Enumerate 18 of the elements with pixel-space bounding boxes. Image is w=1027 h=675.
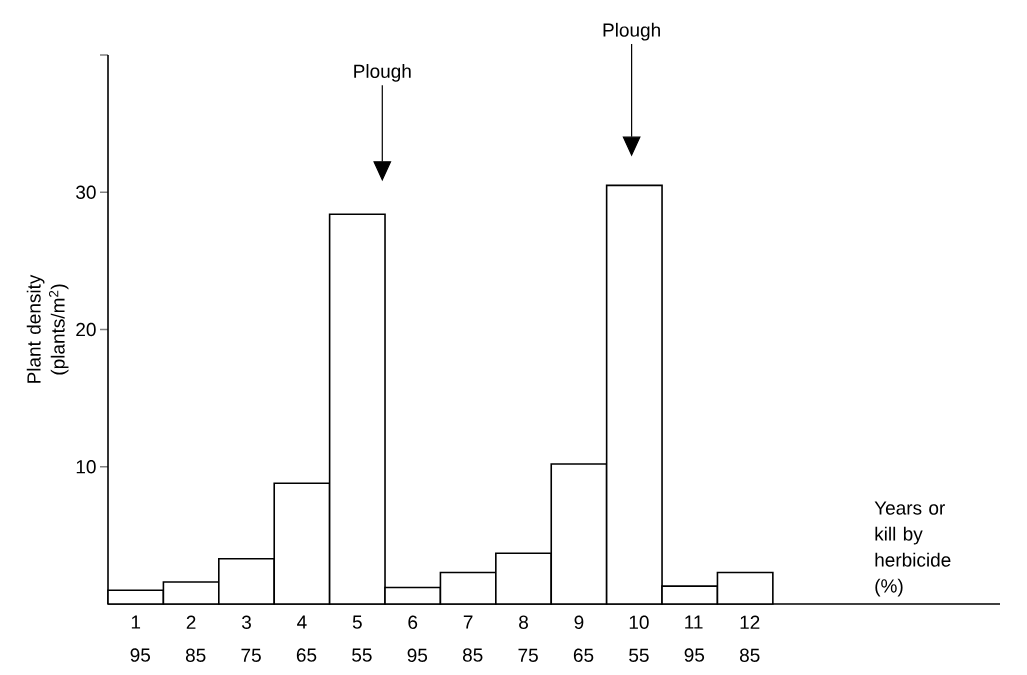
text: Plough xyxy=(603,22,660,41)
x-tick-label: 11 95 xyxy=(684,615,705,662)
text: Years or kill by herbicide (%) xyxy=(874,501,951,597)
x-tick-label: 9 65 xyxy=(573,615,594,662)
x-tick-label: 12 85 xyxy=(739,615,760,662)
x-tick-label: 8 75 xyxy=(518,615,538,662)
x-tick-label: 6 95 xyxy=(407,615,428,662)
annotation: Plough xyxy=(354,64,411,82)
x-tick-label: 3 75 xyxy=(241,615,261,662)
x-tick-label: 1 95 xyxy=(130,615,151,662)
x-tick-label: 4 65 xyxy=(296,615,317,662)
x-tick-label: 10 55 xyxy=(629,615,649,662)
y-tick-label: 30 xyxy=(76,185,96,199)
y-tick-label: 20 xyxy=(76,322,96,337)
x-tick-label: 5 55 xyxy=(352,615,372,662)
x-tick-label: 7 85 xyxy=(462,615,483,662)
x-tick-label: 2 85 xyxy=(185,615,206,662)
y-tick-label: 10 xyxy=(76,460,96,474)
